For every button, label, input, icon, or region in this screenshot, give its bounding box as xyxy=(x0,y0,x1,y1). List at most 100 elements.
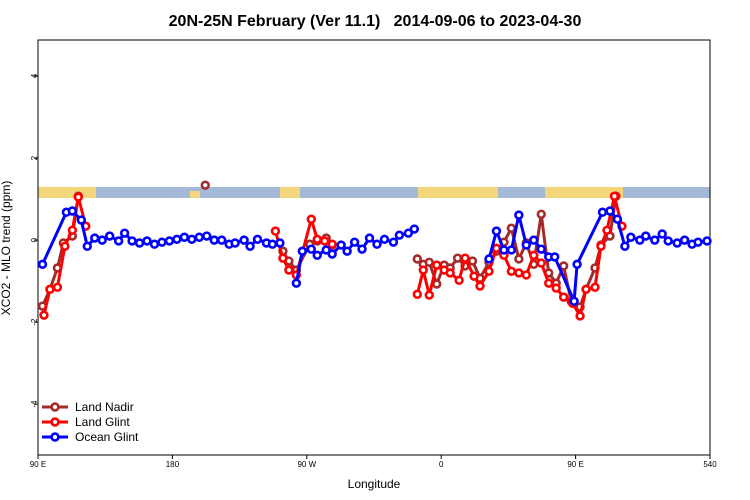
data-point xyxy=(605,206,615,216)
data-point xyxy=(514,254,524,264)
data-point xyxy=(119,228,130,238)
x-tick-label: 90 W xyxy=(297,460,316,469)
data-point xyxy=(164,236,175,246)
data-point xyxy=(187,234,197,244)
data-point xyxy=(202,231,212,241)
data-point xyxy=(45,284,55,295)
data-point xyxy=(172,234,182,244)
map-land xyxy=(190,191,200,198)
data-point xyxy=(209,235,219,245)
legend-label: Land Glint xyxy=(75,415,130,429)
data-point xyxy=(529,235,539,245)
data-point xyxy=(388,237,399,247)
data-point xyxy=(575,311,585,321)
data-point xyxy=(216,235,227,245)
map-land xyxy=(280,187,300,198)
legend-marker xyxy=(50,417,60,427)
data-point xyxy=(149,239,160,249)
data-point xyxy=(521,270,532,280)
data-point xyxy=(342,246,352,256)
data-point xyxy=(626,232,636,242)
data-point xyxy=(620,241,630,251)
data-point xyxy=(320,236,330,246)
series xyxy=(37,206,712,306)
data-point xyxy=(536,244,546,254)
data-point xyxy=(403,228,414,238)
data-point xyxy=(452,253,463,263)
data-point xyxy=(679,235,690,245)
x-tick-label: 90 E xyxy=(30,460,46,469)
data-point xyxy=(127,236,137,246)
data-point xyxy=(239,235,249,245)
series xyxy=(39,191,627,321)
data-point xyxy=(113,236,124,246)
data-point xyxy=(76,215,87,225)
data-point xyxy=(484,254,494,264)
data-point xyxy=(73,192,84,202)
data-point xyxy=(514,268,524,278)
data-point xyxy=(142,236,152,246)
data-point xyxy=(200,180,210,190)
y-tick-label: 2 xyxy=(30,155,39,160)
data-point xyxy=(418,265,428,275)
data-point xyxy=(67,225,78,235)
map-ocean xyxy=(38,187,710,198)
data-point xyxy=(379,234,390,244)
data-point xyxy=(37,259,48,270)
data-point xyxy=(529,250,539,260)
data-point xyxy=(284,265,294,275)
data-point xyxy=(432,260,442,270)
data-point xyxy=(536,258,546,268)
data-point xyxy=(672,238,682,248)
data-point xyxy=(454,275,464,286)
x-tick-label: 540 xyxy=(703,460,717,469)
data-point xyxy=(558,292,569,302)
data-point xyxy=(291,278,302,288)
data-point xyxy=(663,236,673,246)
data-point xyxy=(596,241,606,251)
map-land xyxy=(545,187,623,198)
data-point xyxy=(572,259,582,270)
data-point xyxy=(312,250,322,260)
data-point xyxy=(445,268,455,278)
data-point xyxy=(104,231,115,241)
data-point xyxy=(514,210,524,220)
chart-title: 20N-25N February (Ver 11.1) 2014-09-06 t… xyxy=(169,13,582,30)
data-point xyxy=(412,254,423,264)
data-point xyxy=(97,235,107,245)
data-point xyxy=(297,246,308,256)
data-point xyxy=(521,240,532,250)
y-tick-label: -4 xyxy=(30,400,39,408)
x-axis-label: Longitude xyxy=(348,477,401,491)
y-tick-label: -2 xyxy=(30,318,39,326)
data-point xyxy=(424,257,434,267)
data-point xyxy=(506,223,517,233)
data-point xyxy=(581,284,591,295)
data-point xyxy=(702,236,712,246)
data-point xyxy=(252,234,263,244)
data-point xyxy=(270,226,281,236)
data-point xyxy=(602,225,612,235)
data-point xyxy=(67,206,78,216)
data-point xyxy=(491,243,502,254)
data-point xyxy=(467,256,478,266)
data-point xyxy=(90,233,100,243)
data-point xyxy=(635,235,645,245)
data-point xyxy=(82,241,92,251)
data-point xyxy=(506,245,517,255)
data-point xyxy=(194,232,204,242)
map-land xyxy=(38,187,96,198)
data-point xyxy=(549,252,560,262)
legend-marker xyxy=(50,432,60,442)
data-point xyxy=(179,232,190,242)
data-point xyxy=(506,266,517,276)
data-point xyxy=(590,282,600,292)
x-tick-label: 0 xyxy=(439,460,444,469)
data-point xyxy=(612,214,623,224)
data-point xyxy=(544,278,554,288)
data-point xyxy=(432,279,442,289)
data-point xyxy=(357,244,367,254)
data-point xyxy=(245,241,255,251)
